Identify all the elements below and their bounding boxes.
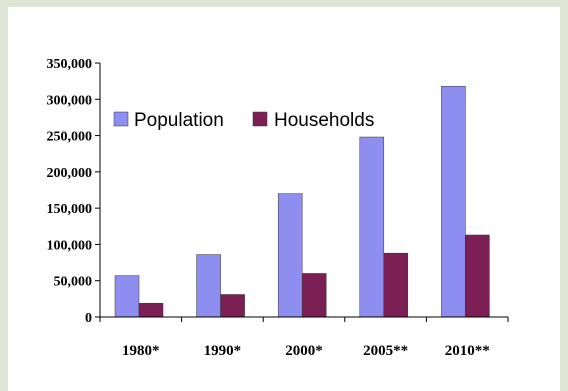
bar-population-1 bbox=[196, 254, 221, 318]
legend-swatch-population bbox=[113, 111, 129, 127]
y-tick-label: 250,000 bbox=[47, 130, 93, 145]
bar-population-2 bbox=[277, 193, 303, 318]
bar-population-3 bbox=[359, 136, 385, 318]
x-tick-label: 1980* bbox=[122, 343, 160, 359]
y-tick-label: 0 bbox=[85, 311, 92, 326]
bar-households-0 bbox=[138, 302, 164, 318]
x-tick-label: 2010** bbox=[445, 343, 490, 359]
y-tick-label: 200,000 bbox=[47, 166, 93, 181]
y-tick-label: 350,000 bbox=[47, 57, 93, 72]
y-tick-label: 50,000 bbox=[54, 275, 93, 290]
bar-households-3 bbox=[383, 252, 409, 318]
y-tick-label: 100,000 bbox=[47, 238, 93, 253]
x-tick-label: 1990* bbox=[204, 343, 242, 359]
x-axis: 1980* 1990* 2000* 2005** 2010** bbox=[99, 316, 509, 359]
legend-label-population: Population bbox=[134, 110, 224, 131]
bar-population-4 bbox=[441, 85, 466, 318]
bar-population-0 bbox=[114, 275, 140, 318]
bar-households-2 bbox=[301, 273, 327, 318]
y-tick-label: 150,000 bbox=[47, 202, 93, 217]
legend: Population Households bbox=[107, 103, 407, 133]
legend-label-households: Households bbox=[274, 110, 374, 131]
y-tick-label: 300,000 bbox=[47, 93, 93, 108]
y-axis: 0 50,000 100,000 150,000 200,000 250,000 300,0… bbox=[47, 57, 101, 326]
bar-households-1 bbox=[220, 294, 245, 318]
bars bbox=[114, 85, 490, 318]
legend-swatch-households bbox=[252, 111, 268, 127]
bar-households-4 bbox=[465, 234, 490, 318]
x-tick-label: 2005** bbox=[363, 343, 408, 359]
x-tick-label: 2000* bbox=[285, 343, 323, 359]
